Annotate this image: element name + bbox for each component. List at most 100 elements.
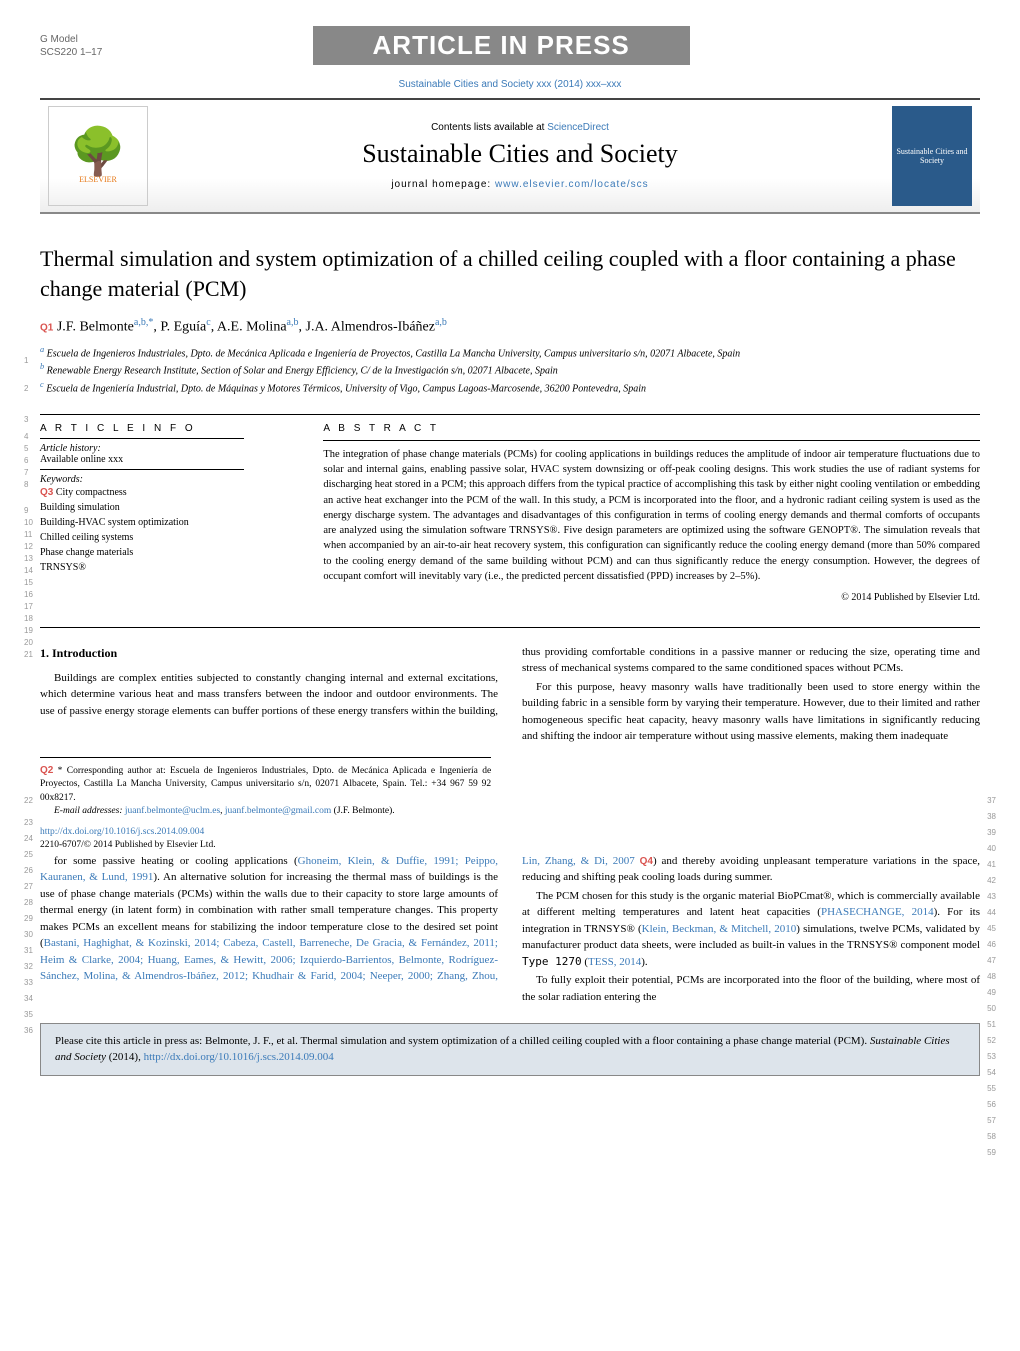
para-5: To fully exploit their potential, PCMs a… xyxy=(522,972,980,1005)
line-num: 52 xyxy=(987,1036,996,1045)
author-4-aff: a,b xyxy=(435,317,447,328)
line-num: 13 xyxy=(24,554,33,563)
sciencedirect-link[interactable]: ScienceDirect xyxy=(547,122,609,133)
line-num: 41 xyxy=(987,860,996,869)
line-num: 54 xyxy=(987,1068,996,1077)
line-num: 37 xyxy=(987,796,996,805)
kw-4: Phase change materials xyxy=(40,545,295,560)
para-2: For this purpose, heavy masonry walls ha… xyxy=(522,679,980,745)
line-num: 45 xyxy=(987,924,996,933)
model-tag: G Model SCS220 1–17 xyxy=(40,33,102,59)
article-info-heading: A R T I C L E I N F O xyxy=(40,423,295,434)
line-num: 9 xyxy=(24,506,28,515)
kw-3: Chilled ceiling systems xyxy=(40,530,295,545)
line-num: 26 xyxy=(24,866,33,875)
query-q3: Q3 xyxy=(40,487,53,498)
line-num: 33 xyxy=(24,978,33,987)
line-num: 19 xyxy=(24,626,33,635)
query-q2: Q2 xyxy=(40,765,53,776)
paper-title: Thermal simulation and system optimizati… xyxy=(40,244,980,303)
contents-text: Contents lists available at xyxy=(431,122,547,133)
header-center: Contents lists available at ScienceDirec… xyxy=(148,122,892,190)
line-num: 58 xyxy=(987,1132,996,1141)
line-num: 56 xyxy=(987,1100,996,1109)
journal-home: journal homepage: www.elsevier.com/locat… xyxy=(148,179,892,190)
line-num: 38 xyxy=(987,812,996,821)
line-num: 12 xyxy=(24,542,33,551)
email-label: E-mail addresses: xyxy=(54,806,125,816)
line-num: 29 xyxy=(24,914,33,923)
affiliations: a Escuela de Ingenieros Industriales, Dp… xyxy=(40,344,980,396)
model-line2: SCS220 1–17 xyxy=(40,46,102,59)
ref-link-3[interactable]: PHASECHANGE, 2014 xyxy=(821,906,934,918)
keywords-list: Q3 City compactness Building simulation … xyxy=(40,485,295,575)
ref-link-5[interactable]: TESS, 2014 xyxy=(588,956,641,968)
tree-icon: 🌳 xyxy=(69,129,126,175)
keyword-item: Q3 City compactness xyxy=(40,485,295,500)
line-num: 59 xyxy=(987,1148,996,1157)
line-num: 21 xyxy=(24,650,33,659)
article-info: A R T I C L E I N F O Article history: A… xyxy=(40,423,295,603)
line-num: 14 xyxy=(24,566,33,575)
line-num: 27 xyxy=(24,882,33,891)
journal-title: Sustainable Cities and Society xyxy=(148,139,892,169)
cite-doi-link[interactable]: http://dx.doi.org/10.1016/j.scs.2014.09.… xyxy=(144,1051,334,1063)
journal-cover-thumb[interactable]: Sustainable Cities and Society xyxy=(892,106,972,206)
contents-line: Contents lists available at ScienceDirec… xyxy=(148,122,892,133)
line-num: 10 xyxy=(24,518,33,527)
line-num: 44 xyxy=(987,908,996,917)
line-num: 36 xyxy=(24,1026,33,1035)
line-num: 35 xyxy=(24,1010,33,1019)
line-num: 50 xyxy=(987,1004,996,1013)
ref-link-4[interactable]: Klein, Beckman, & Mitchell, 2010 xyxy=(642,923,797,935)
author-3-aff: a,b xyxy=(287,317,299,328)
line-num: 4 xyxy=(24,432,28,441)
elsevier-logo[interactable]: 🌳 ELSEVIER xyxy=(48,106,148,206)
journal-header: 🌳 ELSEVIER Contents lists available at S… xyxy=(40,98,980,214)
doi-block: http://dx.doi.org/10.1016/j.scs.2014.09.… xyxy=(40,826,491,853)
info-section: A R T I C L E I N F O Article history: A… xyxy=(40,414,980,603)
line-num: 32 xyxy=(24,962,33,971)
author-3: , A.E. Molina xyxy=(211,320,287,335)
line-num: 40 xyxy=(987,844,996,853)
article-in-press-banner: ARTICLE IN PRESS xyxy=(313,26,690,65)
line-num: 7 xyxy=(24,468,28,477)
aff-b-text: Renewable Energy Research Institute, Sec… xyxy=(47,366,558,377)
corr-footnote: Q2 * Corresponding author at: Escuela de… xyxy=(40,764,491,805)
cover-text: Sustainable Cities and Society xyxy=(896,147,968,165)
keywords-label: Keywords: xyxy=(40,474,295,485)
author-4: , J.A. Almendros-Ibáñez xyxy=(299,320,435,335)
line-num: 16 xyxy=(24,590,33,599)
line-num: 3 xyxy=(24,415,28,424)
doi-link[interactable]: http://dx.doi.org/10.1016/j.scs.2014.09.… xyxy=(40,827,204,837)
email-2[interactable]: juanf.belmonte@gmail.com xyxy=(225,806,331,816)
journal-reference[interactable]: Sustainable Cities and Society xxx (2014… xyxy=(40,79,980,90)
journal-home-link[interactable]: www.elsevier.com/locate/scs xyxy=(495,179,649,190)
email-1[interactable]: juanf.belmonte@uclm.es xyxy=(125,806,220,816)
line-num: 42 xyxy=(987,876,996,885)
para-4: The PCM chosen for this study is the org… xyxy=(522,888,980,971)
section-1-heading: 1. Introduction xyxy=(40,644,498,662)
line-num: 22 xyxy=(24,796,33,805)
line-num: 17 xyxy=(24,602,33,611)
line-num: 47 xyxy=(987,956,996,965)
line-num: 46 xyxy=(987,940,996,949)
journal-ref-link[interactable]: Sustainable Cities and Society xxx (2014… xyxy=(399,79,622,90)
line-num: 25 xyxy=(24,850,33,859)
author-1: J.F. Belmonte xyxy=(57,320,134,335)
history-value: Available online xxx xyxy=(40,454,295,465)
kw-0: City compactness xyxy=(56,487,127,498)
issn-line: 2210-6707/© 2014 Published by Elsevier L… xyxy=(40,840,216,850)
p3a: for some passive heating or cooling appl… xyxy=(54,855,298,867)
email-tail: (J.F. Belmonte). xyxy=(331,806,394,816)
line-num: 48 xyxy=(987,972,996,981)
line-num: 18 xyxy=(24,614,33,623)
line-num: 31 xyxy=(24,946,33,955)
elsevier-label: ELSEVIER xyxy=(79,175,117,184)
author-1-aff: a,b, xyxy=(134,317,148,328)
corr-text: * Corresponding author at: Escuela de In… xyxy=(40,766,491,803)
line-num: 24 xyxy=(24,834,33,843)
line-num: 2 xyxy=(24,384,28,393)
line-num: 39 xyxy=(987,828,996,837)
cite-text-b: (2014), xyxy=(106,1051,144,1063)
